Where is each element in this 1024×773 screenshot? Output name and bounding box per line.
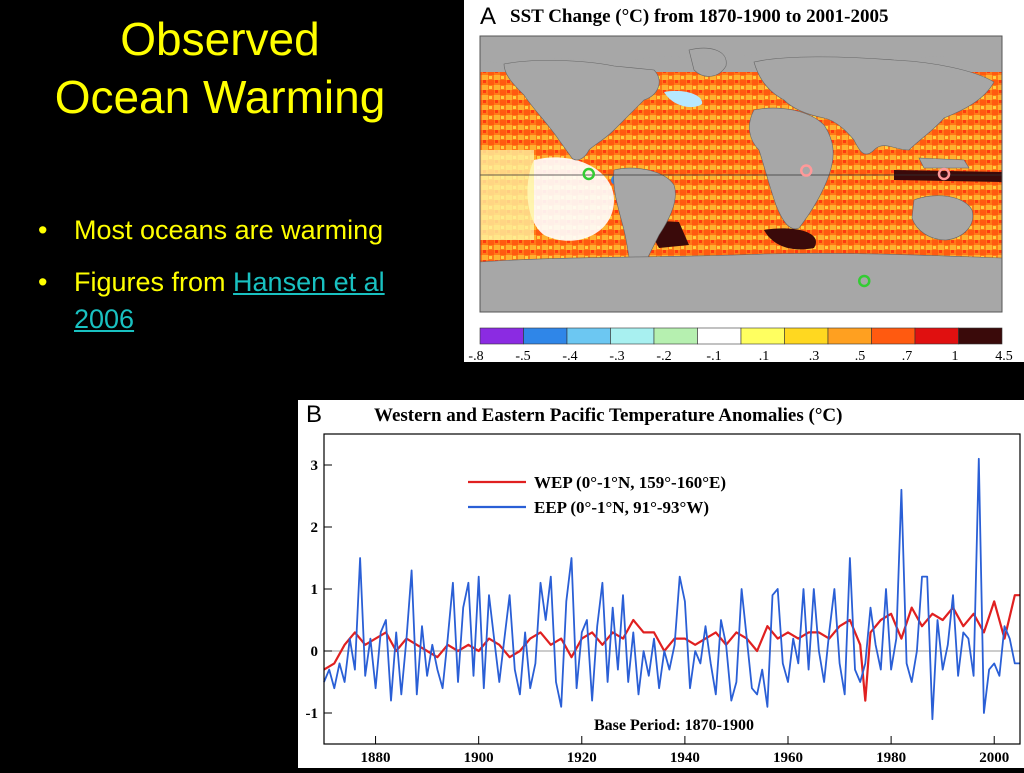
- legend-label-wep: WEP (0°-1°N, 159°-160°E): [534, 473, 726, 492]
- y-tick-label: 1: [311, 582, 319, 598]
- anomaly-chart-panel: B Western and Eastern Pacific Temperatur…: [298, 400, 1024, 768]
- y-tick-label: 3: [311, 458, 319, 474]
- map-area: [480, 36, 1002, 312]
- base-period-annotation: Base Period: 1870-1900: [594, 717, 754, 734]
- colorbar-swatch: [827, 327, 872, 345]
- x-tick-label: 1880: [361, 750, 391, 766]
- x-tick-label: 1920: [567, 750, 597, 766]
- colorbar-swatch: [610, 327, 655, 345]
- title-line-1: Observed: [120, 13, 320, 65]
- colorbar-swatch: [653, 327, 698, 345]
- colorbar-tick: .5: [855, 349, 866, 362]
- colorbar-tick: .3: [809, 349, 820, 362]
- colorbar-tick: -.2: [656, 349, 671, 362]
- x-tick-label: 1900: [464, 750, 494, 766]
- panel-a-label: A: [480, 3, 496, 30]
- colorbar-tick: -.4: [562, 349, 577, 362]
- colorbar-swatch: [479, 327, 524, 345]
- map-marker: [800, 164, 813, 177]
- y-axis-ticks: [324, 464, 332, 714]
- colorbar-tick: .1: [759, 349, 770, 362]
- colorbar-swatch: [784, 327, 829, 345]
- x-tick-label: 1960: [773, 750, 803, 766]
- colorbar-labels: -.8 -.5 -.4 -.3 -.2 -.1 .1 .3 .5 .7 1 4.…: [468, 349, 1013, 364]
- bullet-text: Figures from: [74, 267, 234, 297]
- sst-map-chart: A SST Change (°C) from 1870-1900 to 2001…: [468, 3, 1013, 364]
- map-marker: [858, 274, 871, 288]
- colorbar-tick: .7: [902, 349, 913, 362]
- legend: WEP (0°-1°N, 159°-160°E) EEP (0°-1°N, 91…: [468, 473, 726, 517]
- bullet-item: Figures from Hansen et al 2006: [38, 264, 443, 338]
- colorbar-tick: -.3: [609, 349, 624, 362]
- bullet-text: Most oceans are warming: [74, 215, 384, 245]
- y-tick-label: 0: [311, 644, 319, 660]
- colorbar-tick: -.5: [515, 349, 530, 362]
- sst-map-panel: A SST Change (°C) from 1870-1900 to 2001…: [464, 0, 1024, 364]
- panel-b-label: B: [306, 401, 322, 428]
- map-marker: [937, 167, 951, 181]
- x-tick-labels: 1880 1900 1920 1940 1960 1980 2000: [361, 750, 1010, 766]
- series-lines: [323, 457, 1020, 721]
- colorbar-swatch: [871, 327, 916, 345]
- colorbar-tick: 1: [952, 349, 959, 362]
- slide-title: Observed Ocean Warming: [0, 10, 440, 126]
- colorbar-tick: -.1: [706, 349, 721, 362]
- map-marker: [582, 167, 595, 181]
- x-tick-label: 1980: [876, 750, 906, 766]
- colorbar-tick: -.8: [468, 349, 483, 362]
- bullet-list: Most oceans are warming Figures from Han…: [38, 212, 443, 353]
- bullet-item: Most oceans are warming: [38, 212, 443, 249]
- panel-b-title: Western and Eastern Pacific Temperature …: [374, 405, 842, 426]
- anomaly-line-chart: B Western and Eastern Pacific Temperatur…: [306, 401, 1021, 766]
- colorbar: [479, 327, 1003, 345]
- map-markers: [582, 164, 951, 288]
- x-tick-label: 1940: [670, 750, 700, 766]
- colorbar-swatch: [740, 327, 785, 345]
- legend-label-eep: EEP (0°-1°N, 91°-93°W): [534, 498, 709, 517]
- y-tick-label: 2: [311, 520, 319, 536]
- colorbar-swatch: [566, 327, 611, 345]
- title-line-2: Ocean Warming: [54, 71, 386, 123]
- panel-a-title: SST Change (°C) from 1870-1900 to 2001-2…: [510, 6, 888, 27]
- colorbar-swatch: [914, 327, 959, 345]
- colorbar-tick: 4.5: [995, 349, 1013, 362]
- colorbar-swatch: [523, 327, 568, 345]
- wep-series-line: [323, 594, 1020, 702]
- y-tick-labels: -1 0 1 2 3: [306, 458, 319, 722]
- eep-series-line: [323, 457, 1020, 721]
- reference-link[interactable]: Hansen et al 2006: [74, 267, 385, 334]
- colorbar-swatch: [958, 327, 1003, 345]
- colorbar-swatch: [697, 327, 742, 345]
- x-tick-label: 2000: [979, 750, 1009, 766]
- x-axis-ticks: [375, 736, 995, 744]
- y-tick-label: -1: [306, 706, 319, 722]
